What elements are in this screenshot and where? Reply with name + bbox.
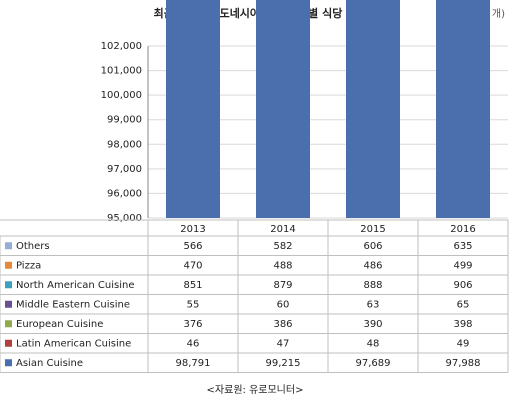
table-value: 499 — [453, 260, 472, 271]
table-value: 46 — [187, 338, 200, 349]
table-value: 851 — [183, 280, 202, 291]
x-tick-label: 2016 — [450, 224, 475, 235]
bar-segment — [256, 0, 310, 218]
table-value: 97,988 — [446, 358, 481, 369]
legend-swatch — [5, 300, 12, 308]
legend-label: Latin American Cuisine — [16, 338, 131, 349]
x-tick-label: 2013 — [180, 224, 205, 235]
table-value: 566 — [183, 241, 202, 252]
y-tick-label: 97,000 — [107, 164, 142, 175]
table-value: 48 — [367, 338, 380, 349]
x-tick-label: 2015 — [360, 224, 385, 235]
legend-label: European Cuisine — [16, 319, 103, 330]
y-tick-label: 101,000 — [101, 66, 142, 77]
legend-swatch — [5, 261, 12, 269]
y-tick-label: 102,000 — [101, 41, 142, 52]
table-value: 879 — [273, 280, 292, 291]
legend-swatch — [5, 242, 12, 250]
table-value: 582 — [273, 241, 292, 252]
y-tick-label: 96,000 — [107, 188, 142, 199]
table-value: 99,215 — [266, 358, 301, 369]
legend-label: Middle Eastern Cuisine — [16, 299, 130, 310]
y-tick-label: 99,000 — [107, 115, 142, 126]
y-tick-label: 98,000 — [107, 139, 142, 150]
y-tick-label: 95,000 — [107, 213, 142, 224]
y-tick-label: 100,000 — [101, 90, 142, 101]
bar-segment — [436, 0, 490, 218]
table-value: 60 — [277, 299, 290, 310]
table-value: 47 — [277, 338, 290, 349]
table-value: 98,791 — [176, 358, 211, 369]
table-value: 470 — [183, 260, 202, 271]
table-value: 376 — [183, 319, 202, 330]
x-tick-label: 2014 — [270, 224, 295, 235]
table-value: 906 — [453, 280, 472, 291]
legend-swatch — [5, 320, 12, 328]
table-value: 390 — [363, 319, 382, 330]
legend-label: Others — [16, 241, 50, 252]
legend-swatch — [5, 359, 12, 367]
table-value: 65 — [457, 299, 470, 310]
table-value: 386 — [273, 319, 292, 330]
legend-label: Pizza — [16, 260, 41, 271]
table-value: 488 — [273, 260, 292, 271]
source: <자료원: 유로모니터> — [207, 384, 304, 396]
legend-swatch — [5, 339, 12, 347]
table-value: 63 — [367, 299, 380, 310]
table-value: 888 — [363, 280, 382, 291]
bar-segment — [166, 0, 220, 218]
bar-segment — [346, 0, 400, 218]
table-value: 97,689 — [356, 358, 391, 369]
table-value: 486 — [363, 260, 382, 271]
legend-label: Asian Cuisine — [16, 358, 83, 369]
table-value: 55 — [187, 299, 200, 310]
table-value: 49 — [457, 338, 470, 349]
legend-label: North American Cuisine — [16, 280, 135, 291]
legend-swatch — [5, 281, 12, 289]
table-value: 398 — [453, 319, 472, 330]
table-value: 635 — [453, 241, 472, 252]
table-value: 606 — [363, 241, 382, 252]
